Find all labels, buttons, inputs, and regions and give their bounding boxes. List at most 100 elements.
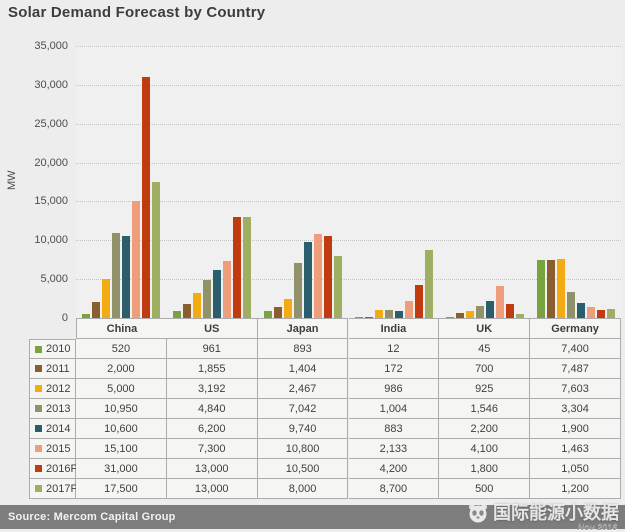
legend-swatch-2017f — [35, 485, 42, 492]
value-germany-2010: 7,400 — [530, 339, 621, 359]
bar-china-2014 — [122, 236, 131, 318]
bar-germany-2011 — [546, 260, 555, 318]
bar-japan-2014 — [304, 242, 313, 318]
value-japan-2011: 1,404 — [257, 359, 349, 379]
bar-us-2012 — [193, 293, 202, 318]
legend-year-label: 2016F — [46, 462, 78, 475]
legend-swatch-2011 — [35, 365, 42, 372]
bar-uk-2010 — [445, 317, 454, 318]
bar-germany-2014 — [576, 303, 585, 318]
value-india-2012: 986 — [348, 379, 440, 399]
value-japan-2013: 7,042 — [257, 399, 349, 419]
bar-uk-2015 — [495, 286, 504, 318]
legend-key-2010: 2010 — [29, 339, 76, 359]
value-japan-2016f: 10,500 — [257, 459, 349, 479]
bar-us-2014 — [213, 270, 222, 318]
gridline — [76, 162, 621, 164]
value-india-2016f: 4,200 — [348, 459, 440, 479]
value-china-2014: 10,600 — [76, 419, 167, 439]
bar-us-2013 — [203, 280, 212, 318]
y-axis-title: MW — [6, 170, 18, 190]
legend-year-label: 2017F — [46, 482, 78, 495]
value-us-2013: 4,840 — [166, 399, 258, 419]
bar-india-2010 — [354, 317, 363, 318]
column-header-us: US — [166, 318, 258, 339]
bar-germany-2016f — [596, 310, 605, 318]
value-india-2010: 12 — [348, 339, 440, 359]
gridline — [76, 240, 621, 242]
bar-germany-2012 — [556, 259, 565, 318]
bar-india-2013 — [384, 310, 393, 318]
legend-year-label: 2012 — [46, 382, 71, 395]
value-uk-2014: 2,200 — [439, 419, 531, 439]
chart-title: Solar Demand Forecast by Country — [8, 4, 266, 21]
bar-india-2015 — [404, 301, 413, 318]
bar-group-india — [349, 46, 440, 318]
column-header-india: India — [348, 318, 440, 339]
value-japan-2015: 10,800 — [257, 439, 349, 459]
value-india-2011: 172 — [348, 359, 440, 379]
value-china-2013: 10,950 — [76, 399, 167, 419]
value-us-2016f: 13,000 — [166, 459, 258, 479]
gridline — [76, 123, 621, 125]
value-uk-2010: 45 — [439, 339, 531, 359]
bar-group-china — [76, 46, 167, 318]
column-header-japan: Japan — [257, 318, 349, 339]
gridline — [76, 279, 621, 281]
value-uk-2015: 4,100 — [439, 439, 531, 459]
y-tick-label: 30,000 — [34, 78, 68, 91]
value-india-2015: 2,133 — [348, 439, 440, 459]
y-tick-label: 15,000 — [34, 195, 68, 208]
bar-us-2016f — [233, 217, 242, 318]
value-japan-2017f: 8,000 — [257, 479, 349, 499]
value-us-2014: 6,200 — [166, 419, 258, 439]
value-us-2017f: 13,000 — [166, 479, 258, 499]
bar-india-2012 — [374, 310, 383, 318]
legend-swatch-2016f — [35, 465, 42, 472]
bar-uk-2017f — [515, 314, 524, 318]
legend-swatch-2010 — [35, 345, 42, 353]
value-us-2015: 7,300 — [166, 439, 258, 459]
value-uk-2012: 925 — [439, 379, 531, 399]
y-tick-label: 5,000 — [40, 273, 68, 286]
source-text: Source: Mercom Capital Group — [8, 511, 176, 523]
value-china-2010: 520 — [76, 339, 167, 359]
value-germany-2017f: 1,200 — [530, 479, 621, 499]
watermark-date: Nov 2016 — [577, 522, 617, 532]
value-germany-2011: 7,487 — [530, 359, 621, 379]
legend-year-label: 2014 — [46, 422, 71, 435]
footer-bar: Source: Mercom Capital Group 国际能源小数据 Nov… — [0, 504, 625, 532]
bar-uk-2011 — [455, 313, 464, 318]
bar-uk-2016f — [505, 304, 514, 318]
bar-us-2017f — [243, 217, 252, 318]
bar-group-us — [167, 46, 258, 318]
legend-year-label: 2011 — [46, 362, 70, 375]
bar-group-germany — [530, 46, 621, 318]
bar-uk-2014 — [485, 301, 494, 318]
bar-japan-2010 — [264, 311, 273, 318]
y-tick-label: 20,000 — [34, 156, 68, 169]
bar-japan-2011 — [274, 307, 283, 318]
value-china-2016f: 31,000 — [76, 459, 167, 479]
watermark-text: 国际能源小数据 — [493, 503, 619, 523]
y-tick-label: 25,000 — [34, 117, 68, 130]
bar-germany-2013 — [566, 292, 575, 318]
value-china-2015: 15,100 — [76, 439, 167, 459]
bar-china-2013 — [112, 233, 121, 318]
bar-japan-2015 — [314, 234, 323, 318]
gridline — [76, 46, 621, 47]
bar-china-2012 — [102, 279, 111, 318]
bar-group-japan — [258, 46, 349, 318]
legend-year-label: 2013 — [46, 402, 71, 415]
bar-japan-2013 — [294, 263, 303, 318]
watermark: 国际能源小数据 Nov 2016 — [468, 497, 619, 532]
value-uk-2013: 1,546 — [439, 399, 531, 419]
bar-india-2014 — [394, 311, 403, 318]
value-germany-2013: 3,304 — [530, 399, 621, 419]
bar-india-2017f — [424, 250, 433, 318]
bar-china-2016f — [142, 77, 151, 318]
legend-year-label: 2015 — [46, 442, 71, 455]
legend-year-label: 2010 — [46, 343, 71, 355]
legend-swatch-2012 — [35, 385, 42, 392]
